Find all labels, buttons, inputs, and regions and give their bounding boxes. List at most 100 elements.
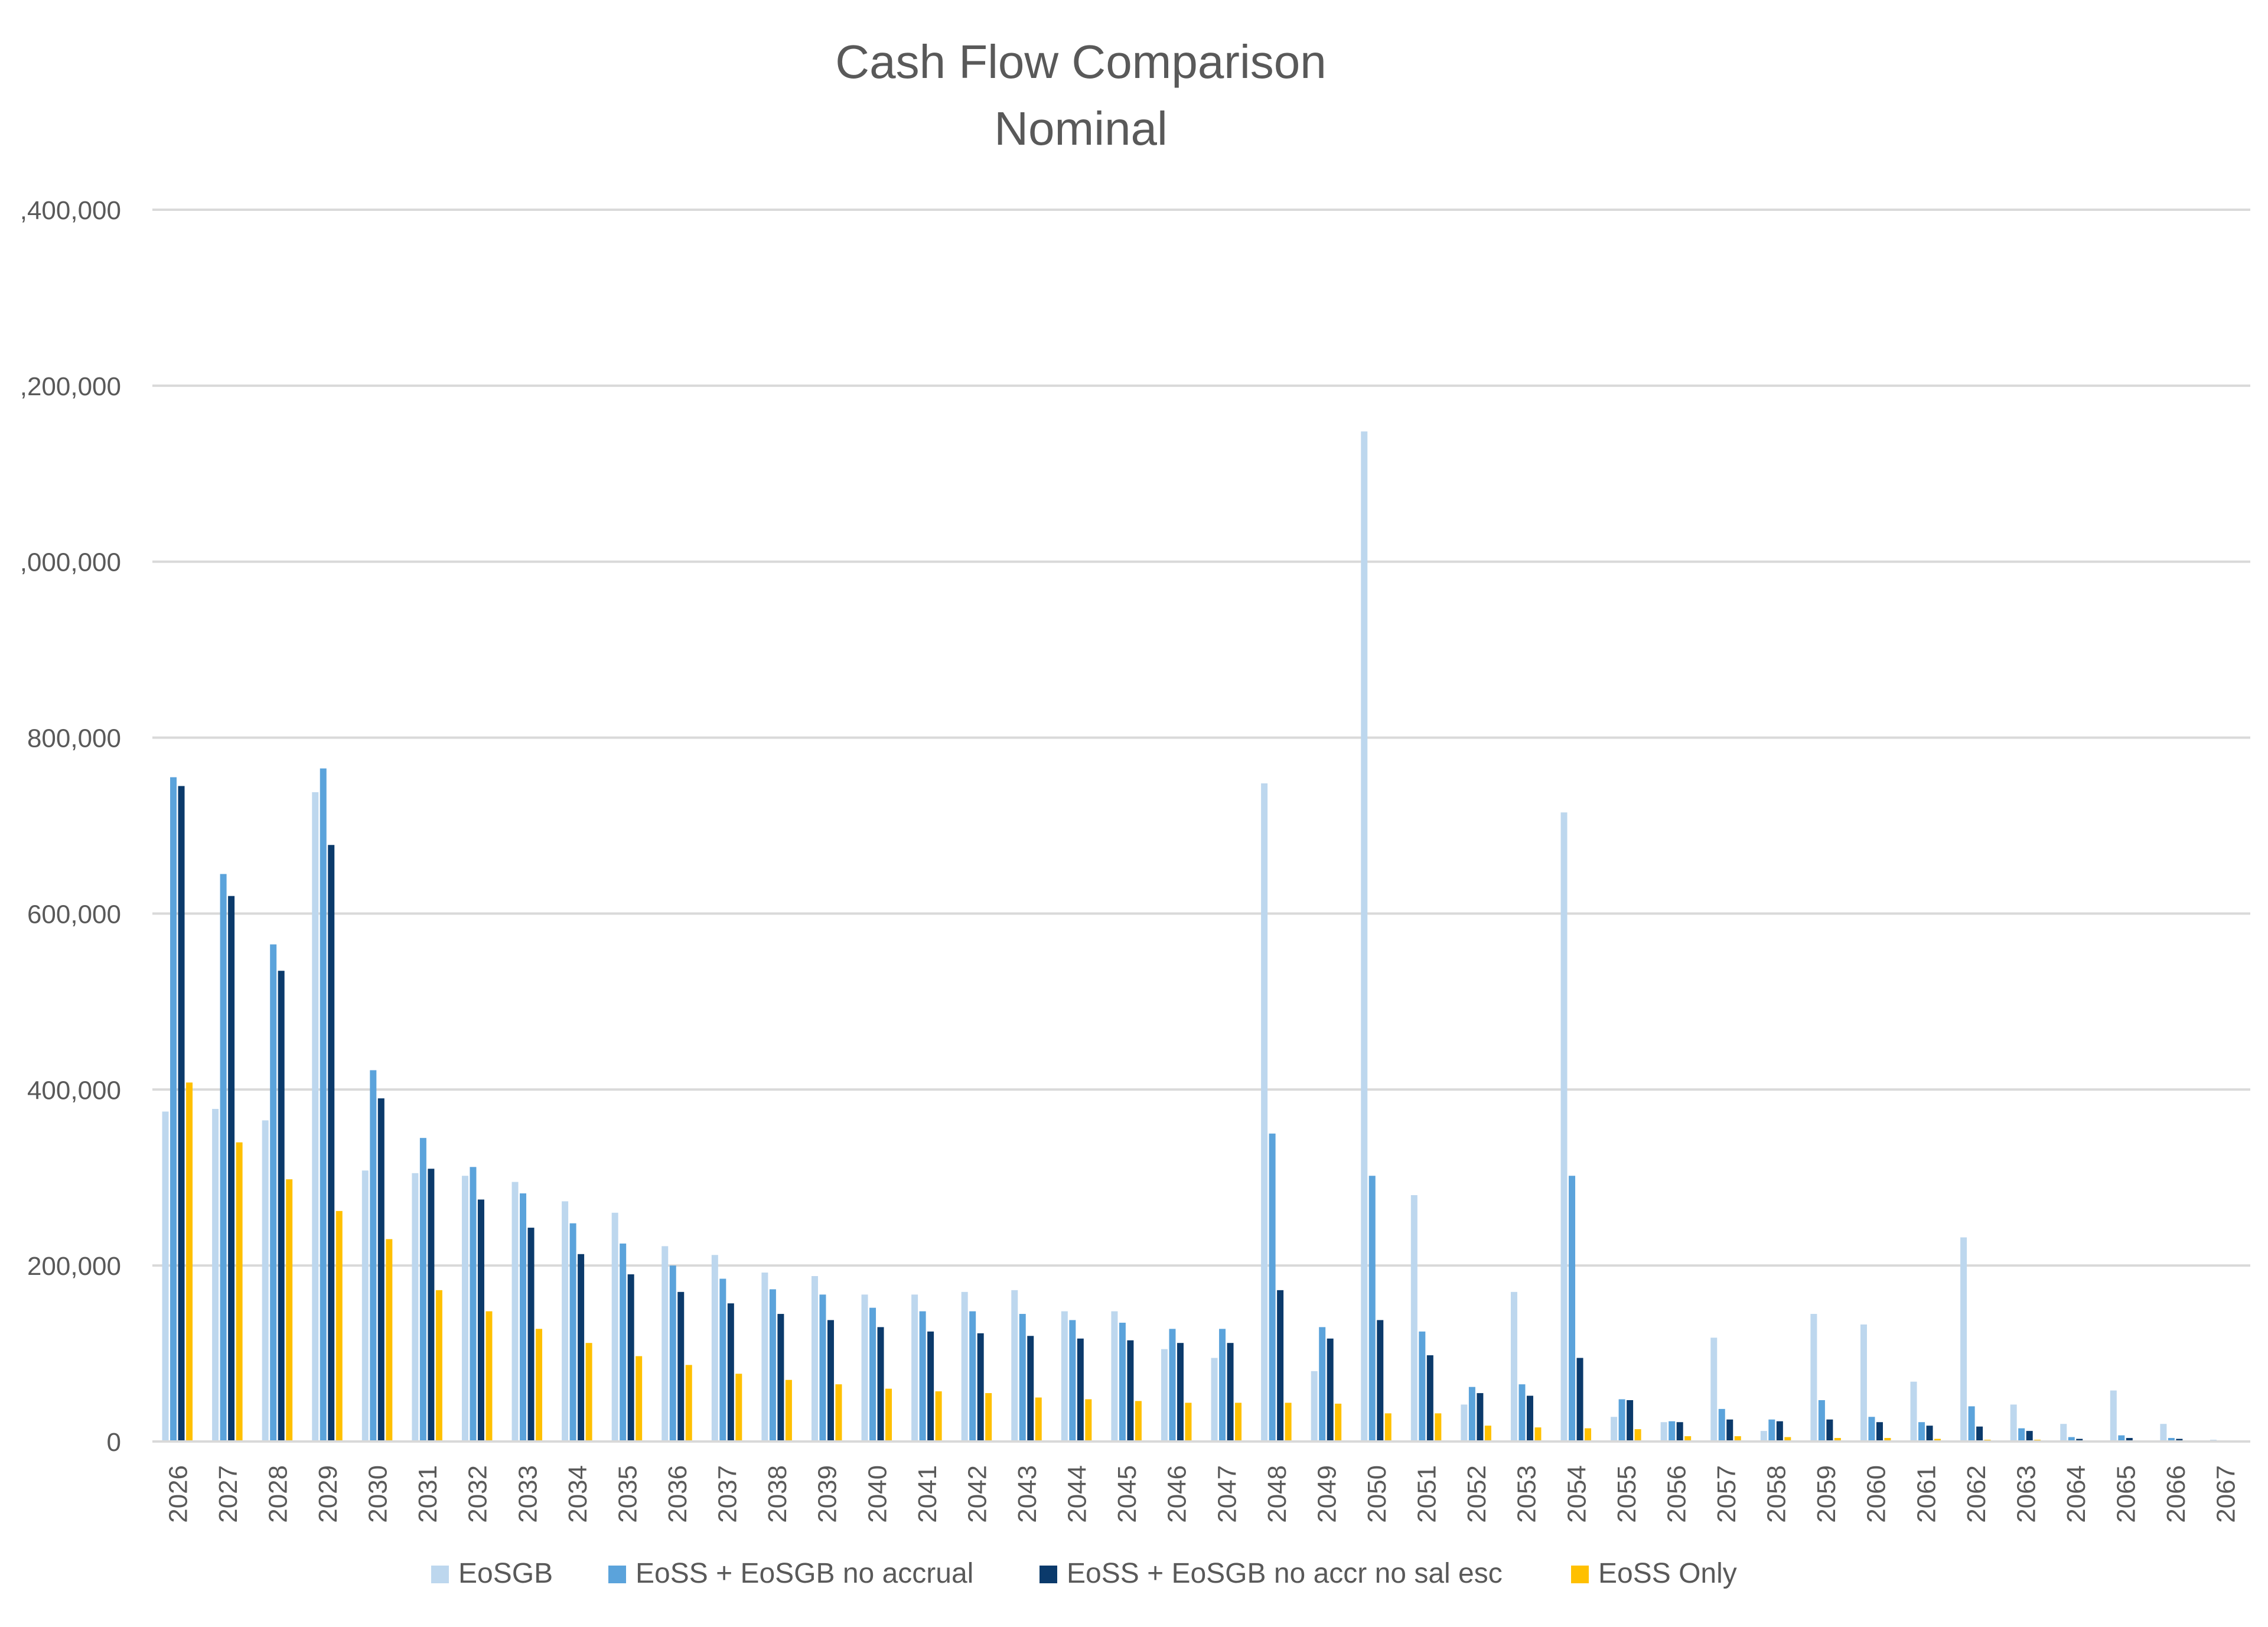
x-tick-label: 2027: [214, 1465, 243, 1523]
bar-eosgb-2038: [761, 1273, 768, 1441]
bar-eoss-eosgb-no-accrual-2050: [1368, 1176, 1376, 1441]
bar-eoss-eosgb-no-accrual-2051: [1419, 1331, 1426, 1441]
bar-eoss-eosgb-no-accr-no-sal-esc-2058: [1776, 1421, 1783, 1441]
bar-eoss-eosgb-no-accr-no-sal-esc-2052: [1477, 1393, 1484, 1441]
bar-eosgb-2052: [1461, 1404, 1468, 1441]
bar-eoss-only-2054: [1585, 1428, 1592, 1441]
bar-eoss-eosgb-no-accrual-2041: [919, 1311, 926, 1441]
legend-label: EoSS Only: [1598, 1558, 1737, 1589]
legend-swatch: [1040, 1566, 1057, 1583]
bar-eoss-eosgb-no-accr-no-sal-esc-2061: [1926, 1426, 1933, 1441]
x-tick-label: 2050: [1363, 1465, 1392, 1523]
x-tick-label: 2043: [1013, 1465, 1042, 1523]
x-tick-label: 2058: [1762, 1465, 1791, 1523]
x-tick-label: 2028: [263, 1465, 292, 1523]
bar-eosgb-2030: [361, 1170, 369, 1441]
bar-eoss-eosgb-no-accr-no-sal-esc-2048: [1277, 1290, 1284, 1441]
bar-eosgb-2063: [2010, 1404, 2017, 1441]
bar-eoss-eosgb-no-accrual-2062: [1968, 1406, 1975, 1441]
bar-eoss-eosgb-no-accrual-2049: [1319, 1327, 1326, 1441]
bar-eoss-only-2045: [1135, 1401, 1142, 1441]
y-tick-label: 600,000: [27, 900, 121, 929]
bar-eoss-only-2031: [435, 1290, 442, 1441]
bar-eoss-eosgb-no-accrual-2061: [1918, 1422, 1925, 1441]
bar-eoss-eosgb-no-accr-no-sal-esc-2044: [1077, 1338, 1084, 1441]
x-tick-label: 2063: [2012, 1465, 2041, 1523]
bar-eosgb-2028: [262, 1120, 269, 1441]
legend-item: EoSGB: [431, 1558, 553, 1589]
bar-eoss-only-2042: [985, 1393, 992, 1441]
legend-swatch: [1571, 1566, 1589, 1583]
x-tick-label: 2039: [813, 1465, 842, 1523]
bar-eoss-only-2044: [1085, 1399, 1092, 1441]
x-tick-label: 2045: [1113, 1465, 1142, 1523]
legend-label: EoSS + EoSGB no accr no sal esc: [1067, 1558, 1503, 1589]
bar-eosgb-2041: [911, 1294, 918, 1441]
bar-eoss-only-2048: [1285, 1403, 1292, 1441]
bar-eosgb-2029: [312, 792, 319, 1441]
bar-eoss-eosgb-no-accr-no-sal-esc-2038: [777, 1314, 784, 1441]
x-tick-label: 2053: [1513, 1465, 1542, 1523]
bar-eoss-eosgb-no-accrual-2043: [1019, 1314, 1026, 1441]
bar-eoss-only-2046: [1185, 1403, 1192, 1441]
x-tick-label: 2062: [1962, 1465, 1991, 1523]
bar-eoss-eosgb-no-accr-no-sal-esc-2051: [1426, 1355, 1433, 1441]
bar-eosgb-2062: [1960, 1237, 1967, 1441]
bar-eoss-eosgb-no-accrual-2047: [1219, 1329, 1226, 1441]
x-tick-label: 2041: [913, 1465, 942, 1523]
bar-eoss-eosgb-no-accr-no-sal-esc-2027: [228, 896, 235, 1441]
bar-eosgb-2033: [511, 1182, 519, 1441]
x-tick-label: 2056: [1662, 1465, 1691, 1523]
x-tick-label: 2059: [1812, 1465, 1841, 1523]
x-tick-label: 2049: [1312, 1465, 1341, 1523]
x-tick-label: 2052: [1462, 1465, 1491, 1523]
bar-eosgb-2059: [1810, 1314, 1817, 1441]
x-tick-label: 2035: [613, 1465, 642, 1523]
x-tick-label: 2036: [663, 1465, 692, 1523]
legend-item: EoSS + EoSGB no accrual: [608, 1558, 973, 1589]
bar-eoss-eosgb-no-accr-no-sal-esc-2042: [977, 1333, 984, 1441]
x-tick-label: 2064: [2062, 1465, 2091, 1523]
chart-title: Cash Flow Comparison Nominal: [835, 35, 1326, 155]
bar-eosgb-2045: [1111, 1311, 1118, 1441]
bar-eoss-eosgb-no-accrual-2035: [620, 1243, 627, 1441]
bar-eoss-only-2052: [1484, 1426, 1491, 1441]
bar-eoss-only-2037: [735, 1374, 742, 1441]
bar-eoss-eosgb-no-accrual-2059: [1818, 1400, 1825, 1441]
x-tick-label: 2048: [1263, 1465, 1292, 1523]
y-tick-label: 800,000: [27, 724, 121, 753]
bar-eoss-eosgb-no-accrual-2031: [419, 1138, 426, 1441]
bar-eosgb-2036: [662, 1246, 669, 1441]
bar-eoss-eosgb-no-accr-no-sal-esc-2060: [1876, 1422, 1883, 1441]
x-axis: 2026 2027 2028 2029 2030 2031 2032 2033 2034 2035…: [152, 1440, 2250, 1523]
bar-eoss-eosgb-no-accrual-2034: [569, 1223, 576, 1441]
x-tick-label: 2054: [1562, 1465, 1591, 1523]
bar-eosgb-2054: [1560, 812, 1568, 1441]
bar-eosgb-2043: [1011, 1290, 1018, 1441]
chart-title-line-2: Nominal: [994, 102, 1167, 155]
bar-eoss-eosgb-no-accr-no-sal-esc-2026: [178, 786, 185, 1441]
x-tick-label: 2055: [1612, 1465, 1641, 1523]
bar-eosgb-2044: [1061, 1311, 1068, 1441]
bar-eoss-eosgb-no-accr-no-sal-esc-2057: [1726, 1419, 1733, 1441]
bar-eoss-only-2049: [1335, 1403, 1342, 1441]
bar-eoss-eosgb-no-accr-no-sal-esc-2040: [877, 1327, 884, 1441]
gridlines: [152, 209, 2250, 1267]
bar-eoss-only-2039: [835, 1384, 842, 1441]
bar-eoss-eosgb-no-accrual-2027: [220, 874, 227, 1441]
bar-eosgb-2026: [162, 1111, 169, 1441]
bar-eosgb-2034: [562, 1201, 569, 1441]
bar-eoss-eosgb-no-accrual-2040: [869, 1307, 876, 1441]
bar-eoss-eosgb-no-accrual-2026: [170, 777, 177, 1441]
y-tick-label: 200,000: [27, 1252, 121, 1281]
bar-eoss-only-2034: [585, 1343, 592, 1441]
bar-eoss-only-2059: [1834, 1438, 1841, 1441]
bars: [162, 431, 2225, 1441]
bar-eoss-eosgb-no-accr-no-sal-esc-2065: [2126, 1438, 2133, 1441]
bar-eosgb-2039: [811, 1276, 818, 1441]
bar-eoss-only-2057: [1734, 1436, 1741, 1441]
bar-eosgb-2055: [1611, 1417, 1618, 1441]
bar-eoss-only-2043: [1035, 1397, 1042, 1441]
bar-eoss-only-2055: [1634, 1429, 1641, 1441]
